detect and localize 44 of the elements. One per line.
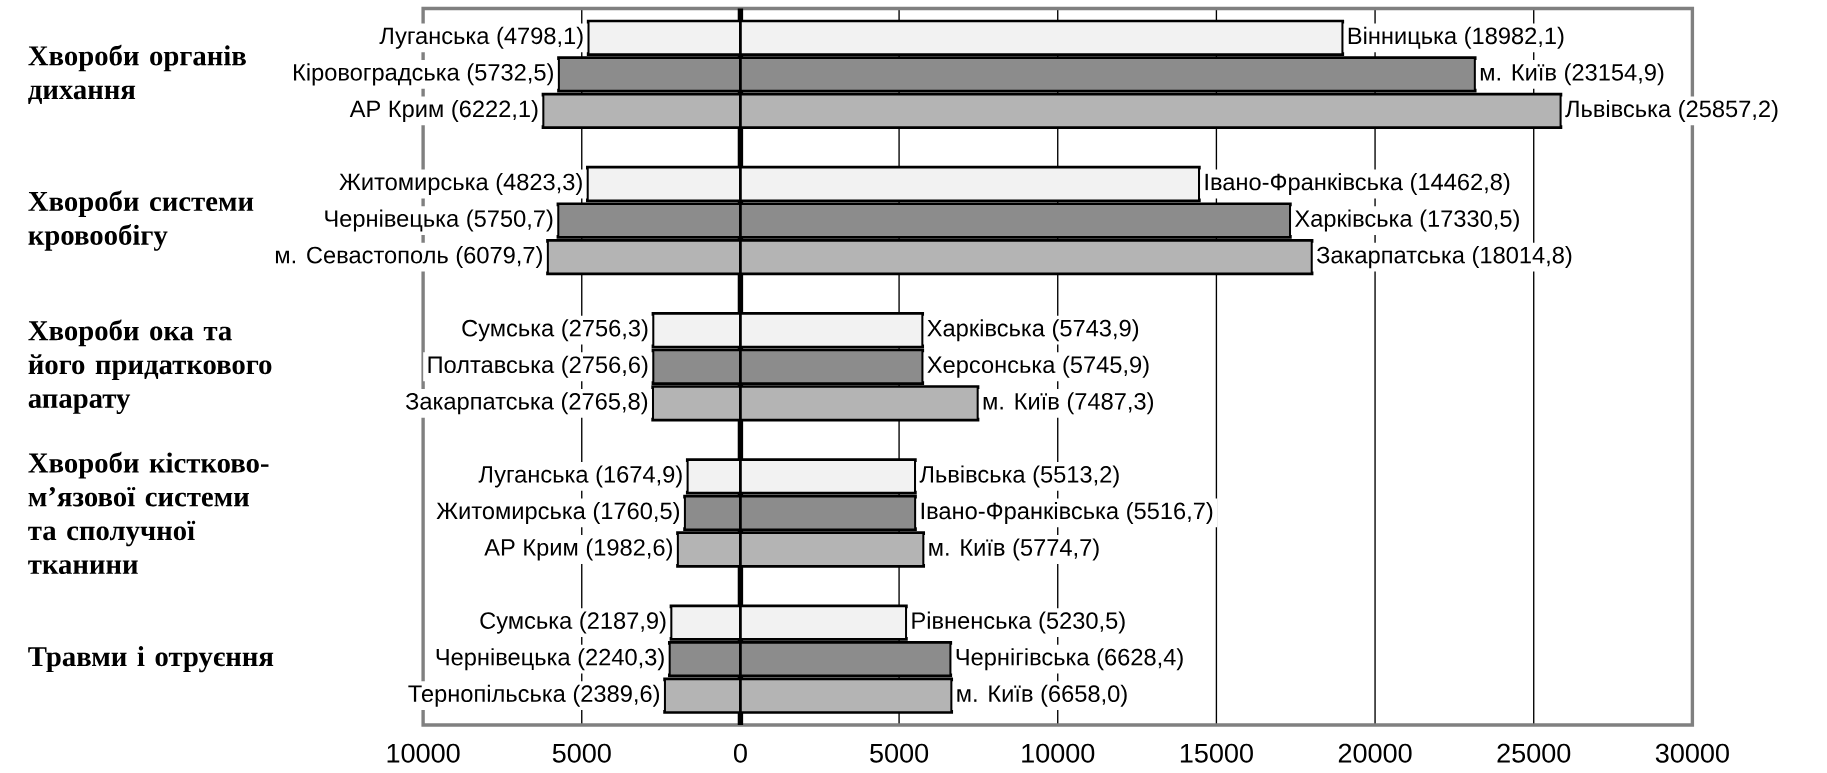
- data-label: АР Крим (1982,6): [484, 538, 672, 561]
- data-label: Житомирська (4823,3): [339, 173, 582, 196]
- data-label: Чернівецька (5750,7): [325, 209, 553, 232]
- data-label: Харківська (5743,9): [927, 319, 1139, 342]
- data-label: Вінницька (18982,1): [1348, 26, 1564, 49]
- data-label: Рівненська (5230,5): [912, 611, 1125, 634]
- x-tick-label: 25000: [1497, 743, 1571, 763]
- x-tick-label: 15000: [1180, 743, 1253, 763]
- text: Хвороби кістково-м’язової системи та сполучної тканини: [28, 451, 269, 575]
- x-tick-label: 5000: [552, 743, 611, 763]
- text: Хвороби системи кровообігу: [28, 190, 254, 251]
- data-label: Івано-Франківська (14462,8): [1205, 173, 1510, 196]
- data-label: м. Київ (5774,7): [929, 538, 1099, 561]
- x-tick-label: 5000: [870, 743, 929, 763]
- text: Хвороби органів дихання: [28, 44, 246, 105]
- data-label: м. Київ (23154,9): [1480, 63, 1664, 86]
- data-label: м. Севастополь (6079,7): [275, 246, 542, 269]
- x-tick-label: 0: [733, 743, 747, 763]
- data-label: Сумська (2187,9): [480, 611, 666, 634]
- data-label: Чернівецька (2240,3): [436, 648, 664, 671]
- text: Травми і отруєння: [28, 646, 274, 673]
- x-tick-label: 10000: [1022, 743, 1095, 763]
- data-label: Луганська (4798,1): [379, 26, 583, 49]
- data-label: АР Крим (6222,1): [349, 99, 538, 122]
- data-label: Закарпатська (2765,8): [405, 392, 648, 415]
- x-tick-label: 10000: [387, 743, 460, 763]
- data-label: Луганська (1674,9): [478, 465, 682, 488]
- text: Хвороби ока та його придаткового апарату: [28, 319, 272, 414]
- data-label: Херсонська (5745,9): [927, 355, 1149, 378]
- x-tick-label: 20000: [1338, 743, 1412, 763]
- data-label: м. Київ (7487,3): [983, 392, 1154, 415]
- data-label: Полтавська (2756,6): [428, 355, 648, 378]
- data-label: Львівська (25857,2): [1565, 99, 1778, 122]
- data-label: Івано-Франківська (5516,7): [921, 501, 1213, 524]
- data-label: м. Київ (6658,0): [957, 684, 1127, 707]
- data-label: Житомирська (1760,5): [436, 501, 680, 524]
- data-label: Львівська (5513,2): [919, 465, 1119, 488]
- data-label: Чернігівська (6628,4): [956, 648, 1183, 671]
- data-label: Сумська (2756,3): [462, 319, 648, 342]
- data-label: Харківська (17330,5): [1294, 209, 1519, 232]
- x-tick-label: 30000: [1655, 743, 1729, 763]
- data-label: Закарпатська (18014,8): [1316, 246, 1572, 269]
- data-label: Тернопільська (2389,6): [408, 684, 660, 707]
- data-label: Кіровоградська (5732,5): [294, 63, 553, 86]
